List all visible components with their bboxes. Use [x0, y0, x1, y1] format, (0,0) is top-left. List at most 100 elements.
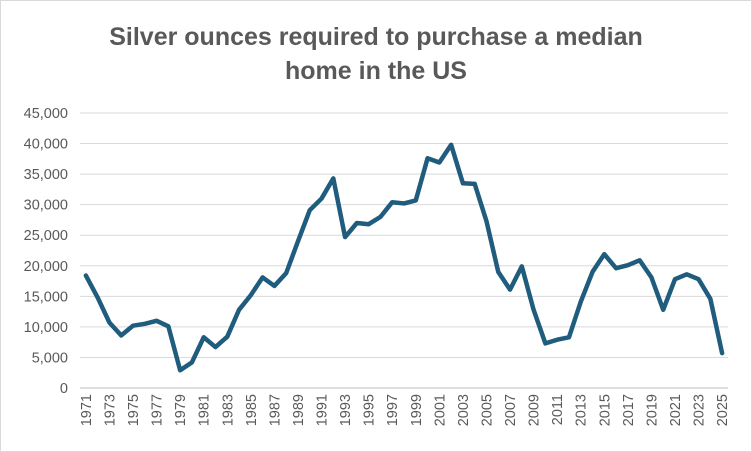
data-point	[414, 198, 418, 202]
data-point	[225, 335, 229, 339]
data-point	[437, 161, 441, 164]
data-point	[178, 368, 182, 372]
data-point	[567, 335, 571, 339]
data-point	[143, 322, 147, 326]
data-point	[402, 201, 406, 205]
x-tick-label: 1987	[267, 394, 283, 426]
data-point	[532, 308, 536, 312]
x-tick-label: 1999	[409, 394, 425, 426]
x-tick-label: 2017	[621, 394, 637, 426]
y-tick-label: 45,000	[24, 106, 68, 122]
data-point	[614, 266, 618, 270]
data-point	[697, 277, 701, 281]
x-tick-label: 1981	[197, 394, 213, 426]
y-tick-label: 25,000	[24, 228, 68, 244]
gridlines	[80, 112, 728, 389]
y-tick-label: 10,000	[24, 320, 68, 336]
data-point	[96, 296, 100, 300]
data-point	[720, 351, 724, 355]
data-point	[320, 197, 324, 201]
x-tick-label: 1971	[79, 394, 95, 426]
data-point	[166, 324, 170, 328]
data-point	[202, 335, 206, 339]
data-point	[84, 274, 88, 278]
data-point	[261, 275, 265, 279]
x-tick-label: 1993	[338, 394, 354, 426]
data-point	[508, 288, 512, 292]
chart-title: Silver ounces required to purchase a med…	[0, 20, 752, 88]
series-line	[83, 142, 725, 373]
chart-title-line-1: Silver ounces required to purchase a med…	[109, 23, 643, 51]
data-point	[119, 333, 123, 337]
x-tick-label: 1979	[173, 394, 189, 426]
data-point	[378, 215, 382, 219]
x-tick-label: 2001	[432, 394, 448, 426]
y-tick-label: 35,000	[24, 167, 68, 183]
data-point	[520, 264, 524, 268]
x-tick-label: 1991	[315, 394, 331, 426]
x-tick-label: 2005	[479, 394, 495, 426]
data-point	[708, 297, 712, 301]
data-point	[308, 208, 312, 212]
data-point	[638, 258, 642, 262]
data-point	[296, 239, 300, 243]
x-tick-label: 2011	[550, 394, 566, 425]
data-point	[661, 308, 665, 312]
series-layer	[83, 142, 725, 373]
data-point	[626, 263, 630, 267]
data-point	[685, 272, 689, 276]
data-point	[649, 275, 653, 279]
x-tick-label: 1977	[150, 394, 166, 426]
data-point	[155, 319, 159, 323]
y-tick-label: 15,000	[24, 289, 68, 305]
y-tick-label: 20,000	[24, 259, 68, 275]
x-tick-label: 2023	[692, 394, 708, 426]
x-tick-label: 1989	[291, 394, 307, 426]
y-axis-tick-labels: 0 5,000 10,000 15,000 20,000 25,000 30,000 35,0…	[24, 106, 68, 397]
data-point	[213, 345, 217, 349]
x-tick-label: 2025	[715, 394, 731, 426]
data-point	[284, 271, 288, 275]
y-tick-label: 30,000	[24, 198, 68, 214]
x-tick-label: 2003	[456, 394, 472, 426]
x-tick-label: 1997	[385, 394, 401, 426]
data-point	[107, 321, 111, 325]
data-point	[272, 284, 276, 288]
data-point	[591, 270, 595, 274]
data-point	[343, 235, 347, 239]
data-point	[237, 308, 241, 312]
x-tick-label: 1973	[102, 394, 118, 426]
data-point	[367, 222, 371, 226]
data-point	[496, 270, 500, 274]
x-tick-label: 1983	[220, 394, 236, 426]
x-tick-label: 2019	[644, 394, 660, 426]
x-tick-label: 1995	[362, 394, 378, 426]
data-point	[602, 252, 606, 256]
x-tick-label: 2013	[574, 394, 590, 426]
data-point	[426, 156, 430, 160]
data-point	[390, 200, 394, 204]
data-point	[449, 143, 453, 147]
data-point	[190, 360, 194, 364]
x-tick-label: 1975	[126, 394, 142, 426]
y-tick-label: 40,000	[24, 137, 68, 153]
x-tick-label: 2021	[668, 394, 684, 426]
data-point	[355, 221, 359, 225]
data-point	[555, 338, 559, 342]
data-point	[473, 182, 477, 186]
x-axis-tick-labels: 1971 1973 1975 1977 1979 1981 1983 1985 1987 1989…	[79, 394, 731, 426]
data-point	[484, 219, 488, 223]
x-tick-label: 2015	[597, 394, 613, 426]
data-point	[579, 300, 583, 304]
data-point	[673, 277, 677, 281]
x-tick-label: 1985	[244, 394, 260, 426]
data-point	[461, 181, 465, 185]
data-point	[249, 293, 253, 297]
y-tick-label: 0	[60, 381, 68, 397]
data-point	[543, 341, 547, 345]
chart-title-line-2: home in the US	[285, 57, 467, 85]
data-point	[131, 324, 135, 328]
x-tick-label: 2007	[503, 394, 519, 426]
